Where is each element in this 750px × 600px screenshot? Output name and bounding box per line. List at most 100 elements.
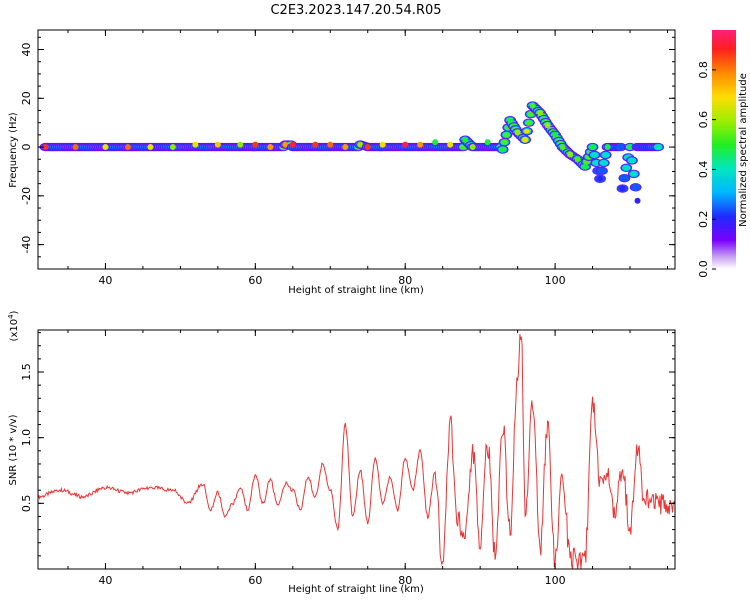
spectrogram-y-ticks: -40 -20 0 20 40 (20, 36, 675, 270)
heat-peak (522, 136, 529, 143)
snr-y-scale-label: (x104) (7, 310, 20, 341)
heat-peak (634, 197, 641, 204)
y-tick-label: -40 (20, 236, 33, 254)
heat-peak (514, 129, 521, 136)
y-tick-label: -20 (20, 187, 33, 205)
colorbar-tick-label: 0.8 (697, 61, 710, 79)
heat-peak (327, 141, 334, 148)
spectrogram-x-ticks: 40 60 80 100 (67, 30, 669, 287)
heat-peak (529, 102, 536, 109)
heat-cell (527, 111, 535, 117)
snr-y-ticks: 0.5 1.0 1.5 (20, 332, 675, 570)
snr-series-line (37, 334, 676, 570)
snr-plot-area (38, 330, 675, 569)
heat-peak (342, 144, 349, 151)
x-tick-label: 100 (545, 574, 566, 587)
heat-cell (630, 183, 641, 191)
heat-cell (627, 157, 637, 164)
y-tick-label: 40 (20, 43, 33, 57)
heat-peak (469, 144, 476, 151)
heat-peak (559, 144, 566, 151)
snr-panel: 40 60 80 100 0.5 1.0 1.5 Height of straight l… (7, 310, 676, 595)
heat-cell (615, 143, 626, 151)
heat-peak (582, 163, 589, 170)
colorbar-tick-label: 0.0 (697, 260, 710, 278)
heat-peak (484, 139, 491, 146)
y-tick-label: 0.5 (20, 495, 33, 513)
snr-frame (37, 329, 676, 570)
heat-peak (237, 141, 244, 148)
colorbar-label: Normalized spectral amplitude (738, 73, 749, 227)
snr-x-axis-label: Height of straight line (km) (288, 584, 424, 595)
heat-peak (574, 156, 581, 163)
snr-y-scale-suffix: ) (9, 310, 20, 314)
heat-peak (619, 185, 626, 192)
heat-peak (364, 144, 371, 151)
heat-cell (601, 151, 611, 159)
heat-peak (357, 141, 364, 148)
colorbar-ticks: 0.0 0.2 0.4 0.6 0.8 (697, 61, 716, 278)
y-tick-label: 1.0 (20, 429, 33, 447)
x-tick-label: 40 (98, 574, 112, 587)
snr-y-scale-exponent: 4 (7, 314, 15, 319)
heat-peak (252, 141, 259, 148)
x-tick-label: 40 (98, 274, 112, 287)
heat-peak (604, 144, 611, 151)
heat-peak (462, 136, 469, 143)
heat-peak (432, 139, 439, 146)
heat-peak (567, 151, 574, 158)
heat-peak (402, 141, 409, 148)
heat-cell (629, 170, 639, 177)
heat-peak (289, 141, 296, 148)
heat-peak (379, 141, 386, 148)
heat-peak (267, 144, 274, 151)
heat-peak (72, 144, 79, 151)
heat-peak (544, 122, 551, 129)
heat-peak (42, 144, 49, 151)
heat-cell (524, 129, 530, 134)
heat-peak (627, 144, 634, 151)
heat-cell (619, 174, 630, 182)
heat-cell (502, 132, 510, 138)
heat-peak (282, 141, 289, 148)
chart-title: C2E3.2023.147.20.54.R05 (270, 3, 441, 18)
y-tick-label: 20 (20, 91, 33, 105)
x-tick-label: 80 (398, 274, 412, 287)
spectrogram-panel: 40 60 80 100 -40 -20 0 20 40 Height of straight… (8, 29, 676, 296)
snr-y-scale-prefix: (x10 (9, 319, 20, 342)
heat-cell (599, 159, 609, 167)
snr-x-ticks: 40 60 80 100 (67, 330, 669, 587)
spectrogram-y-axis-label: Frequency (Hz) (8, 112, 19, 188)
heat-peak (214, 141, 221, 148)
heat-peak (192, 141, 199, 148)
heat-peak (499, 146, 506, 153)
colorbar-tick-label: 0.6 (697, 111, 710, 129)
heat-cell (596, 167, 608, 175)
colorbar-tick-label: 0.4 (697, 161, 710, 179)
x-tick-label: 100 (545, 274, 566, 287)
heat-cell (621, 164, 631, 171)
colorbar: 0.0 0.2 0.4 0.6 0.8 Normalized spectral ampl… (697, 30, 749, 278)
heat-peak (537, 109, 544, 116)
x-tick-label: 80 (398, 574, 412, 587)
snr-y-axis-label: SNR (10 * v/v) (8, 414, 19, 485)
heat-peak (589, 144, 596, 151)
heat-peak (169, 144, 176, 151)
heat-cell (525, 120, 533, 126)
heat-peak (124, 144, 131, 151)
y-tick-label: 0 (20, 144, 33, 151)
heat-peak (147, 144, 154, 151)
heat-peak (597, 175, 604, 182)
heat-cell (653, 143, 663, 151)
heat-peak (507, 117, 514, 124)
y-tick-label: 1.5 (20, 363, 33, 381)
spectrogram-x-axis-label: Height of straight line (km) (288, 285, 424, 296)
colorbar-tick-label: 0.2 (697, 210, 710, 228)
heat-cell (500, 139, 509, 145)
colorbar-gradient (712, 30, 736, 269)
x-tick-label: 60 (248, 574, 262, 587)
heat-cell (590, 151, 599, 159)
heat-peak (417, 141, 424, 148)
spectrogram-frame (37, 29, 676, 270)
